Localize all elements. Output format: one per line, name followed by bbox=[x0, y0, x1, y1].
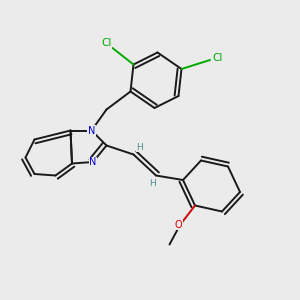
Text: H: H bbox=[150, 178, 156, 188]
Text: Cl: Cl bbox=[101, 38, 112, 49]
Text: Cl: Cl bbox=[212, 53, 223, 64]
Text: O: O bbox=[175, 220, 182, 230]
Text: N: N bbox=[88, 125, 95, 136]
Text: N: N bbox=[89, 157, 97, 167]
Text: H: H bbox=[136, 142, 143, 152]
